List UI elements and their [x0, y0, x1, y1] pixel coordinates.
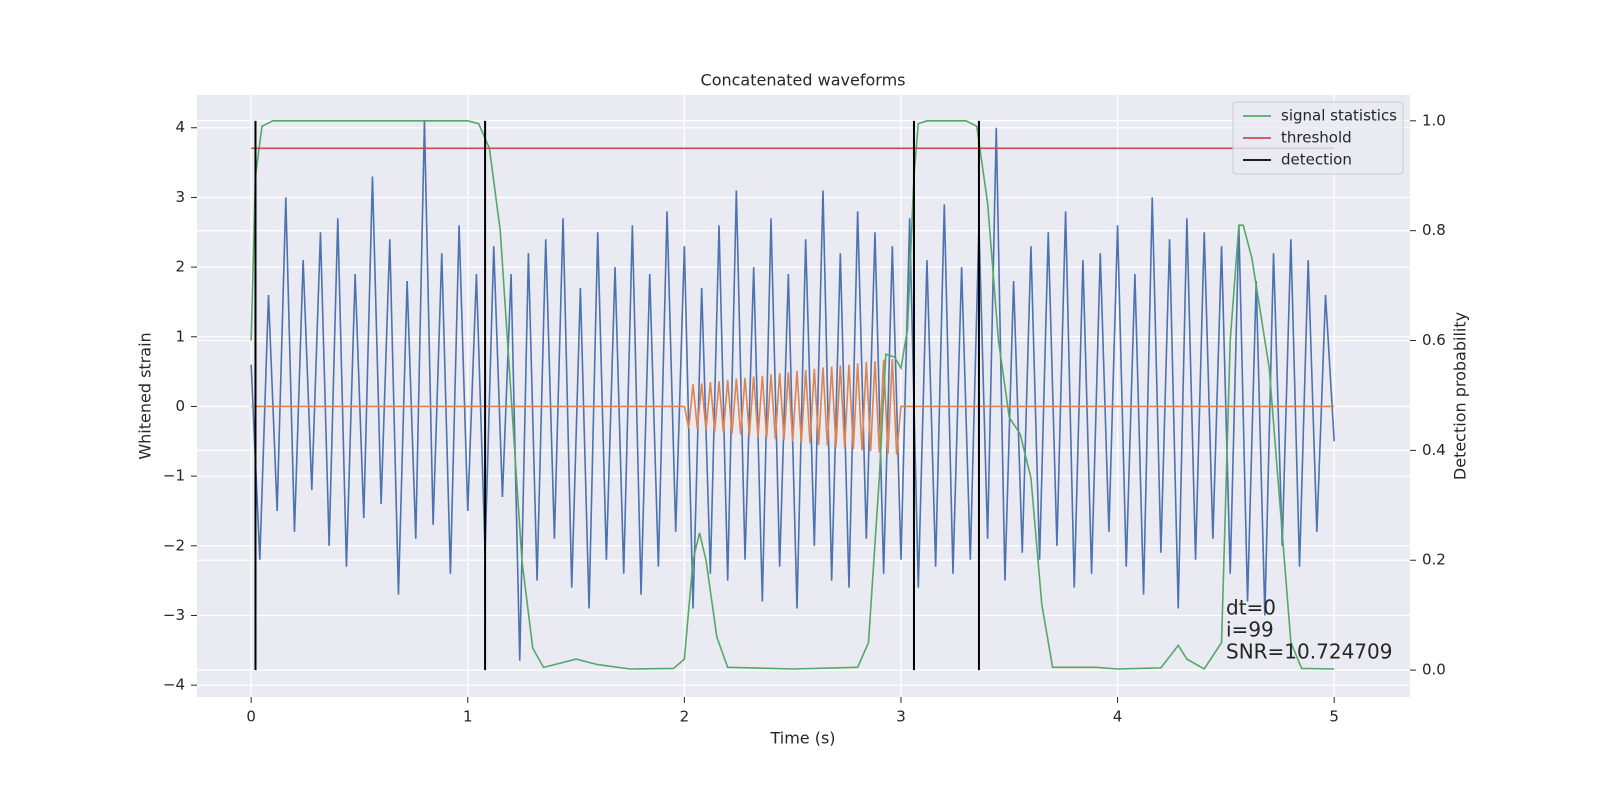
- legend-label: threshold: [1281, 129, 1352, 147]
- y-tick-label: 0: [175, 397, 185, 415]
- y2-tick-label: 0.0: [1422, 661, 1446, 679]
- legend-label: detection: [1281, 151, 1352, 169]
- y-tick-label: −2: [163, 536, 185, 554]
- y-tick-label: −1: [163, 467, 185, 485]
- chart-title: Concatenated waveforms: [701, 71, 906, 90]
- y2-tick-label: 0.2: [1422, 551, 1446, 569]
- y2-tick-label: 0.4: [1422, 441, 1446, 459]
- x-tick-label: 2: [680, 708, 690, 726]
- y2-tick-label: 0.6: [1422, 331, 1446, 349]
- y-tick-label: 4: [175, 118, 185, 136]
- y2-tick-label: 0.8: [1422, 221, 1446, 239]
- legend-label: signal statistics: [1281, 107, 1397, 125]
- y-tick-label: −4: [163, 676, 185, 694]
- y-tick-label: 2: [175, 258, 185, 276]
- x-tick-label: 1: [463, 708, 473, 726]
- x-tick-label: 0: [246, 708, 256, 726]
- y-tick-label: −3: [163, 606, 185, 624]
- y-axis-label: Whitened strain: [136, 332, 155, 459]
- y2-tick-label: 1.0: [1422, 111, 1446, 129]
- annotation: SNR=10.724709: [1226, 640, 1392, 664]
- annotation: dt=0: [1226, 596, 1276, 620]
- x-tick-label: 5: [1329, 708, 1339, 726]
- y2-axis-label: Detection probability: [1451, 312, 1470, 480]
- x-tick-label: 4: [1113, 708, 1123, 726]
- x-axis-label: Time (s): [769, 729, 835, 748]
- y-tick-label: 3: [175, 188, 185, 206]
- annotation: i=99: [1226, 618, 1274, 642]
- y-tick-label: 1: [175, 327, 185, 345]
- line-series: [250, 120, 1335, 671]
- legend: [1232, 101, 1404, 175]
- x-tick-label: 3: [896, 708, 906, 726]
- line-series: [251, 359, 1335, 455]
